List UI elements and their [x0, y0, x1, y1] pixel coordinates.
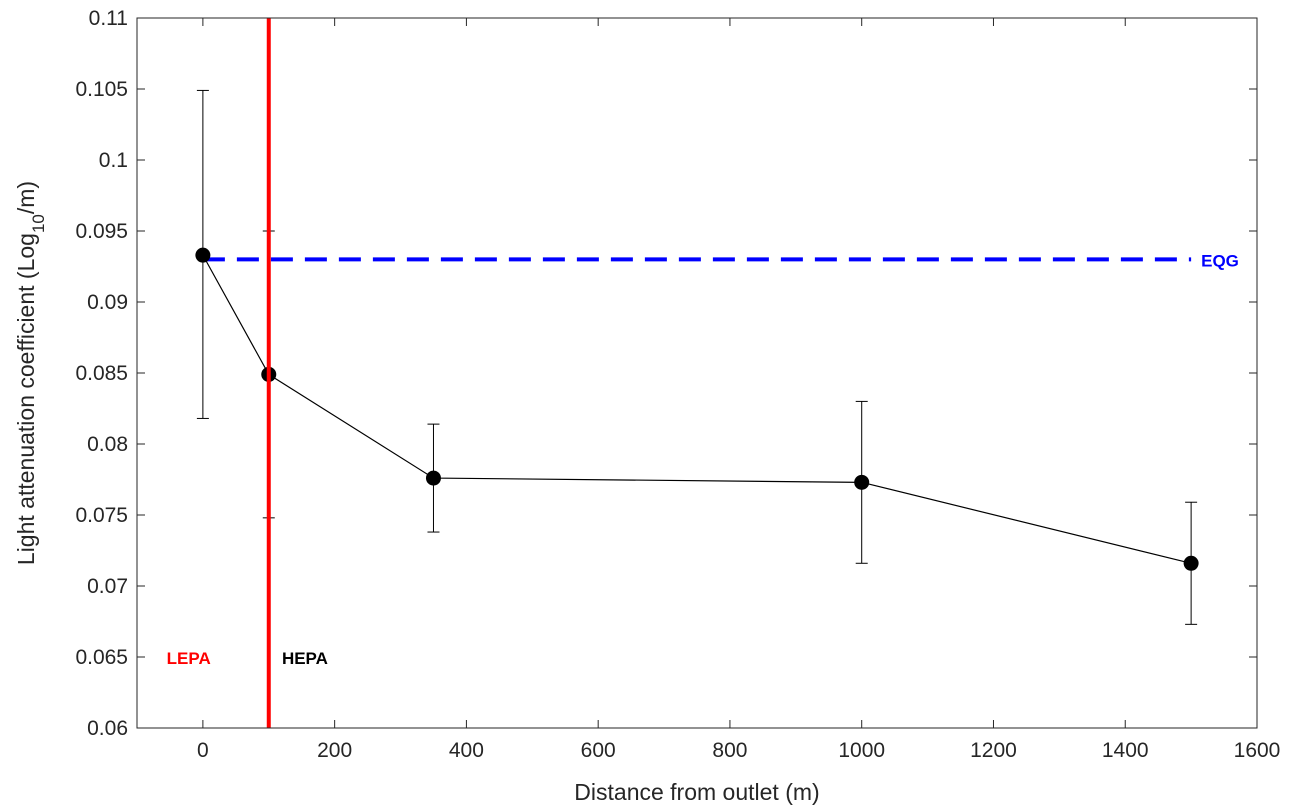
data-point — [425, 470, 441, 486]
annotation-lepa: LEPA — [167, 649, 211, 668]
x-tick-label: 400 — [449, 739, 484, 762]
y-tick-label: 0.11 — [89, 7, 128, 30]
x-tick-label: 1000 — [838, 739, 885, 762]
y-axis-title-subscript: 10 — [29, 214, 48, 233]
data-point — [195, 247, 211, 263]
eqg-label: EQG — [1201, 251, 1239, 270]
y-tick-label: 0.1 — [99, 149, 128, 172]
x-tick-label: 1400 — [1102, 739, 1149, 762]
y-tick-label: 0.08 — [87, 433, 128, 456]
y-tick-label: 0.07 — [87, 575, 128, 598]
x-tick-label: 800 — [712, 739, 747, 762]
x-tick-label: 1200 — [970, 739, 1017, 762]
y-tick-label: 0.085 — [75, 362, 128, 385]
y-tick-label: 0.06 — [87, 717, 128, 740]
y-axis-title: Light attenuation coefficient (Log10/m) — [13, 181, 48, 565]
x-tick-label: 600 — [581, 739, 616, 762]
y-axis-title-prefix: Light attenuation coefficient (Log — [13, 233, 39, 565]
plot-layer — [195, 18, 1199, 728]
plot-frame — [136, 17, 1258, 729]
x-tick-label: 200 — [317, 739, 352, 762]
y-axis-title-suffix: /m) — [13, 181, 39, 214]
y-tick-label: 0.105 — [75, 78, 128, 101]
ticks-layer: 0 200 400 600 800 1000 1200 1400 1600 0.06 0.065 0.… — [75, 7, 1280, 762]
y-tick-label: 0.095 — [75, 220, 128, 243]
data-point — [1183, 555, 1199, 571]
x-axis-title: Distance from outlet (m) — [574, 779, 819, 805]
y-tick-label: 0.075 — [75, 504, 128, 527]
x-tick-label: 1600 — [1234, 739, 1281, 762]
y-tick-label: 0.065 — [75, 646, 128, 669]
series-line — [202, 254, 1192, 564]
x-tick-label: 0 — [197, 739, 209, 762]
annotation-layer: EQG LEPA HEPA — [167, 251, 1239, 668]
y-tick-label: 0.09 — [87, 291, 128, 314]
data-point — [854, 474, 870, 490]
annotation-hepa: HEPA — [282, 649, 328, 668]
